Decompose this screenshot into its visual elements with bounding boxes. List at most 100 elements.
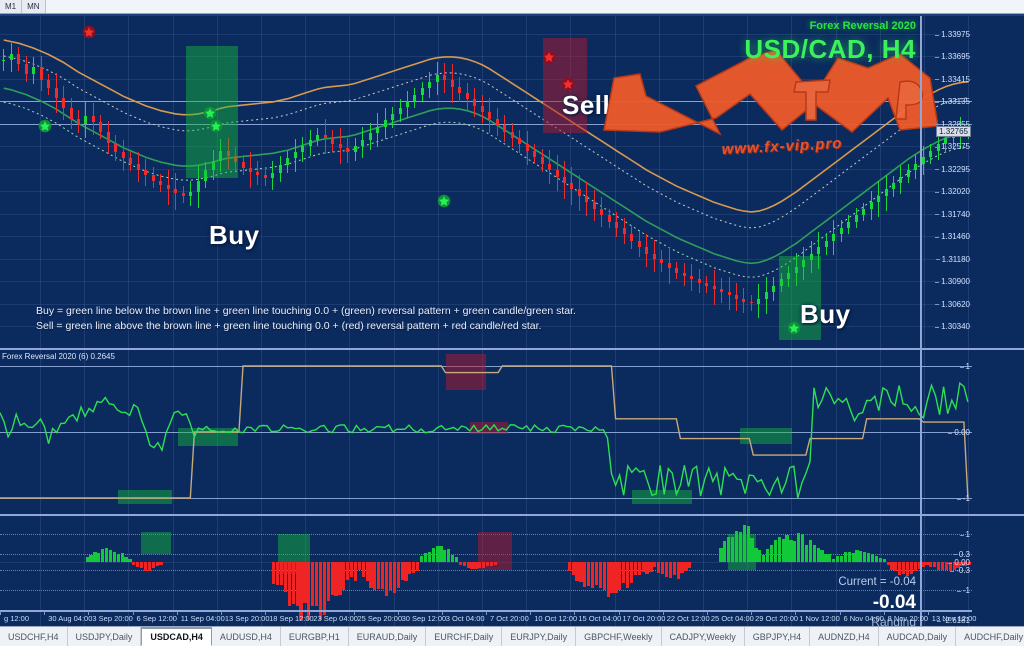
histogram-bar <box>824 553 828 562</box>
candlestick <box>428 16 432 348</box>
histogram-bar <box>602 562 606 591</box>
sell-signal-label: Sell <box>562 90 611 120</box>
price-tick: 1.31460 <box>935 232 970 242</box>
time-axis-label: 7 Oct 20:00 <box>486 611 529 623</box>
price-tick: 1.30620 <box>935 299 970 309</box>
histogram-bar <box>956 562 960 568</box>
price-tick: 1.32575 <box>935 142 970 152</box>
chart-tab-usdchf-h4[interactable]: USDCHF,H4 <box>0 627 68 646</box>
candlestick <box>278 16 282 348</box>
chart-tab-audcad-daily[interactable]: AUDCAD,Daily <box>879 627 957 646</box>
price-tick: 1.30340 <box>935 322 970 331</box>
histogram-bar <box>769 545 774 562</box>
chart-tab-usdjpy-daily[interactable]: USDJPY,Daily <box>68 627 142 646</box>
histogram-bar <box>746 525 750 562</box>
candlestick <box>226 16 230 348</box>
candlestick <box>121 16 125 348</box>
chart-tab-bar[interactable]: USDCHF,H4 USDJPY,Daily USDCAD,H4 AUDUSD,H4 E… <box>0 626 1024 646</box>
time-axis-label: 15 Oct 04:00 <box>574 611 622 623</box>
chart-tab-gbpjpy-h4[interactable]: GBPJPY,H4 <box>745 627 811 646</box>
histogram-pane[interactable]: Current = -0.04 -0.04 Ranging 1 0.3 0.00 -0… <box>0 516 972 626</box>
oscillator-axis[interactable]: 1 0.00 -1 2.29461 <box>920 350 972 514</box>
histogram-bar <box>279 562 284 586</box>
candlestick <box>54 16 58 348</box>
time-axis-label: 30 Aug 04:00 <box>44 611 93 623</box>
price-tick: 1.33415 <box>935 74 970 84</box>
histogram-bar <box>155 562 159 567</box>
chart-tab-audusd-h4[interactable]: AUDUSD,H4 <box>212 627 281 646</box>
candlestick <box>458 16 462 348</box>
price-tick: 1.32855 <box>935 119 970 129</box>
histogram-bar <box>132 562 136 566</box>
candlestick <box>570 16 574 348</box>
histogram-bar <box>342 562 346 591</box>
chart-tab-euraud-daily[interactable]: EURAUD,Daily <box>349 627 427 646</box>
chart-tab-eurgbp-h1[interactable]: EURGBP,H1 <box>281 627 349 646</box>
timeframe-button-mn[interactable]: MN <box>22 0 46 13</box>
candlestick <box>271 16 275 348</box>
grid-line-vertical <box>349 16 351 348</box>
chart-tab-usdcad-h4[interactable]: USDCAD,H4 <box>141 627 212 646</box>
histogram-bar <box>419 555 424 562</box>
candlestick <box>181 16 185 348</box>
histogram-bar <box>940 562 945 570</box>
candlestick <box>405 16 409 348</box>
chart-tab-audchf-daily[interactable]: AUDCHF,Daily <box>956 627 1024 646</box>
candlestick <box>196 16 200 348</box>
pane-divider-2 <box>0 514 1024 516</box>
grid-line-vertical <box>658 16 660 348</box>
candlestick <box>817 16 821 348</box>
oscillator-lines <box>0 365 969 499</box>
chart-tab-cadjpy-weekly[interactable]: CADJPY,Weekly <box>662 627 745 646</box>
histogram-axis[interactable]: 1 0.3 0.00 -0.3 -1 -2.6181 <box>920 516 972 626</box>
grid-line-vertical <box>614 16 616 348</box>
price-pane[interactable]: Buy Sell Buy www.fx-vip.pro Forex Revers… <box>0 16 972 348</box>
histogram-bar <box>684 562 688 571</box>
candlestick <box>376 16 380 348</box>
current-value: -0.04 <box>872 592 916 613</box>
price-axis[interactable]: 1.33975 1.33695 1.33415 1.33135 1.32855 1.325… <box>920 16 972 348</box>
histogram-bar <box>738 532 742 562</box>
histogram-bar <box>384 562 389 597</box>
candlestick <box>690 16 694 348</box>
oscillator-scale-top: 2.29461 <box>941 350 970 352</box>
time-axis-label: 18 Sep 12:00 <box>265 611 314 623</box>
candlestick <box>637 16 641 348</box>
histogram-bar <box>349 562 354 577</box>
candlestick <box>316 16 320 348</box>
candlestick <box>906 16 910 348</box>
hist-buy-zone-1 <box>141 532 171 554</box>
histogram-bar <box>388 562 393 590</box>
candlestick <box>764 16 768 348</box>
chart-tab-audnzd-h4[interactable]: AUDNZD,H4 <box>810 627 879 646</box>
histogram-bar <box>470 562 474 570</box>
candlestick <box>540 16 544 348</box>
histogram-bar <box>443 550 447 562</box>
histogram-bar <box>408 562 412 574</box>
candlestick <box>129 16 133 348</box>
chart-tab-eurchf-daily[interactable]: EURCHF,Daily <box>426 627 503 646</box>
histogram-bar <box>105 548 109 562</box>
chart-tab-eurjpy-daily[interactable]: EURJPY,Daily <box>502 627 577 646</box>
candlestick <box>166 16 170 348</box>
candlestick <box>420 16 424 348</box>
histogram-bar <box>902 562 906 575</box>
chart-tab-gbpchf-weekly[interactable]: GBPCHF,Weekly <box>576 627 662 646</box>
histogram-bar <box>598 562 603 588</box>
candlestick <box>346 16 350 348</box>
histogram-bar <box>925 562 929 565</box>
green-star-icon <box>209 119 223 133</box>
grid-line-vertical <box>968 16 970 348</box>
oscillator-pane[interactable]: Forex Reversal 2020 (6) 0.2645 1 0.00 -1 2.… <box>0 350 972 514</box>
histogram-bar <box>890 562 894 571</box>
histogram-scale-bottom: -2.6181 <box>936 616 970 625</box>
timeframe-button-m1[interactable]: M1 <box>0 0 23 13</box>
oscillator-tick: 1 <box>958 362 970 371</box>
chart-area[interactable]: Buy Sell Buy www.fx-vip.pro Forex Revers… <box>0 14 1024 626</box>
histogram-bar <box>159 562 163 565</box>
candlestick <box>749 16 753 348</box>
candlestick <box>727 16 731 348</box>
histogram-bar <box>773 540 777 562</box>
green-star-icon <box>38 119 52 133</box>
histogram-bar <box>863 551 867 562</box>
